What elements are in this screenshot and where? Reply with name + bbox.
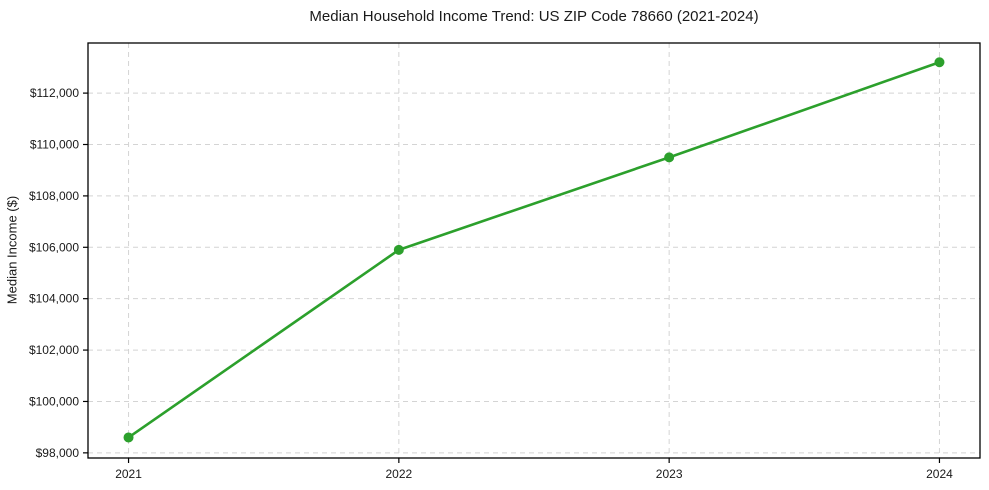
x-tick-label: 2024 [926,467,953,481]
plot-border [87,42,981,459]
y-tick-label: $110,000 [30,138,79,152]
chart-title: Median Household Income Trend: US ZIP Co… [309,8,759,25]
data-point-2022 [393,244,404,255]
y-tick-label: $106,000 [29,240,79,254]
data-point-2024 [934,57,945,68]
x-tick-label: 2022 [385,467,412,481]
y-tick-label: $104,000 [29,292,79,306]
y-tick-label: $100,000 [29,394,79,408]
y-tick-label: $98,000 [36,446,80,460]
x-tick-label: 2023 [656,467,683,481]
data-point-2021 [123,432,134,443]
trend-line [127,60,941,439]
data-point-2023 [664,152,675,163]
y-tick-label: $112,000 [30,86,79,100]
y-tick-label: $108,000 [29,189,79,203]
y-tick-label: $102,000 [29,343,79,357]
x-tick-label: 2021 [115,467,142,481]
